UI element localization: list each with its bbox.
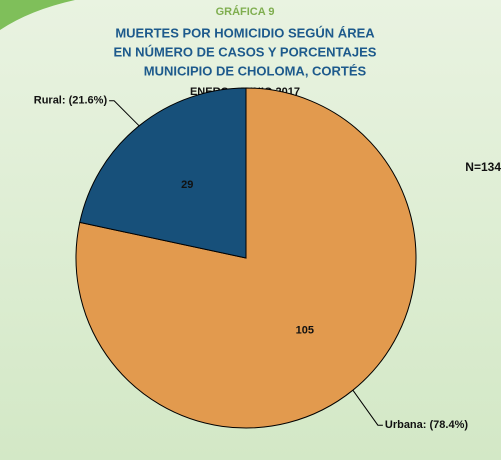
leader-line [352, 389, 383, 426]
data-label: 29 [181, 179, 193, 191]
supertitle: GRÁFICA 9 [216, 5, 275, 18]
title-line: EN NÚMERO DE CASOS Y PORCENTAJES [114, 44, 377, 59]
category-label: Rural: (21.6%) [34, 95, 108, 107]
corner-decoration [0, 0, 75, 30]
pie-slice [79, 87, 247, 259]
annotation: N=134 [465, 160, 501, 174]
leader-line [109, 100, 140, 127]
title-line: MUERTES POR HOMICIDIO SEGÚN ÁREA [115, 25, 375, 40]
title-line: MUNICIPIO DE CHOLOMA, CORTÉS [144, 63, 367, 78]
data-label: 105 [296, 325, 314, 337]
category-label: Urbana: (78.4%) [385, 419, 468, 431]
